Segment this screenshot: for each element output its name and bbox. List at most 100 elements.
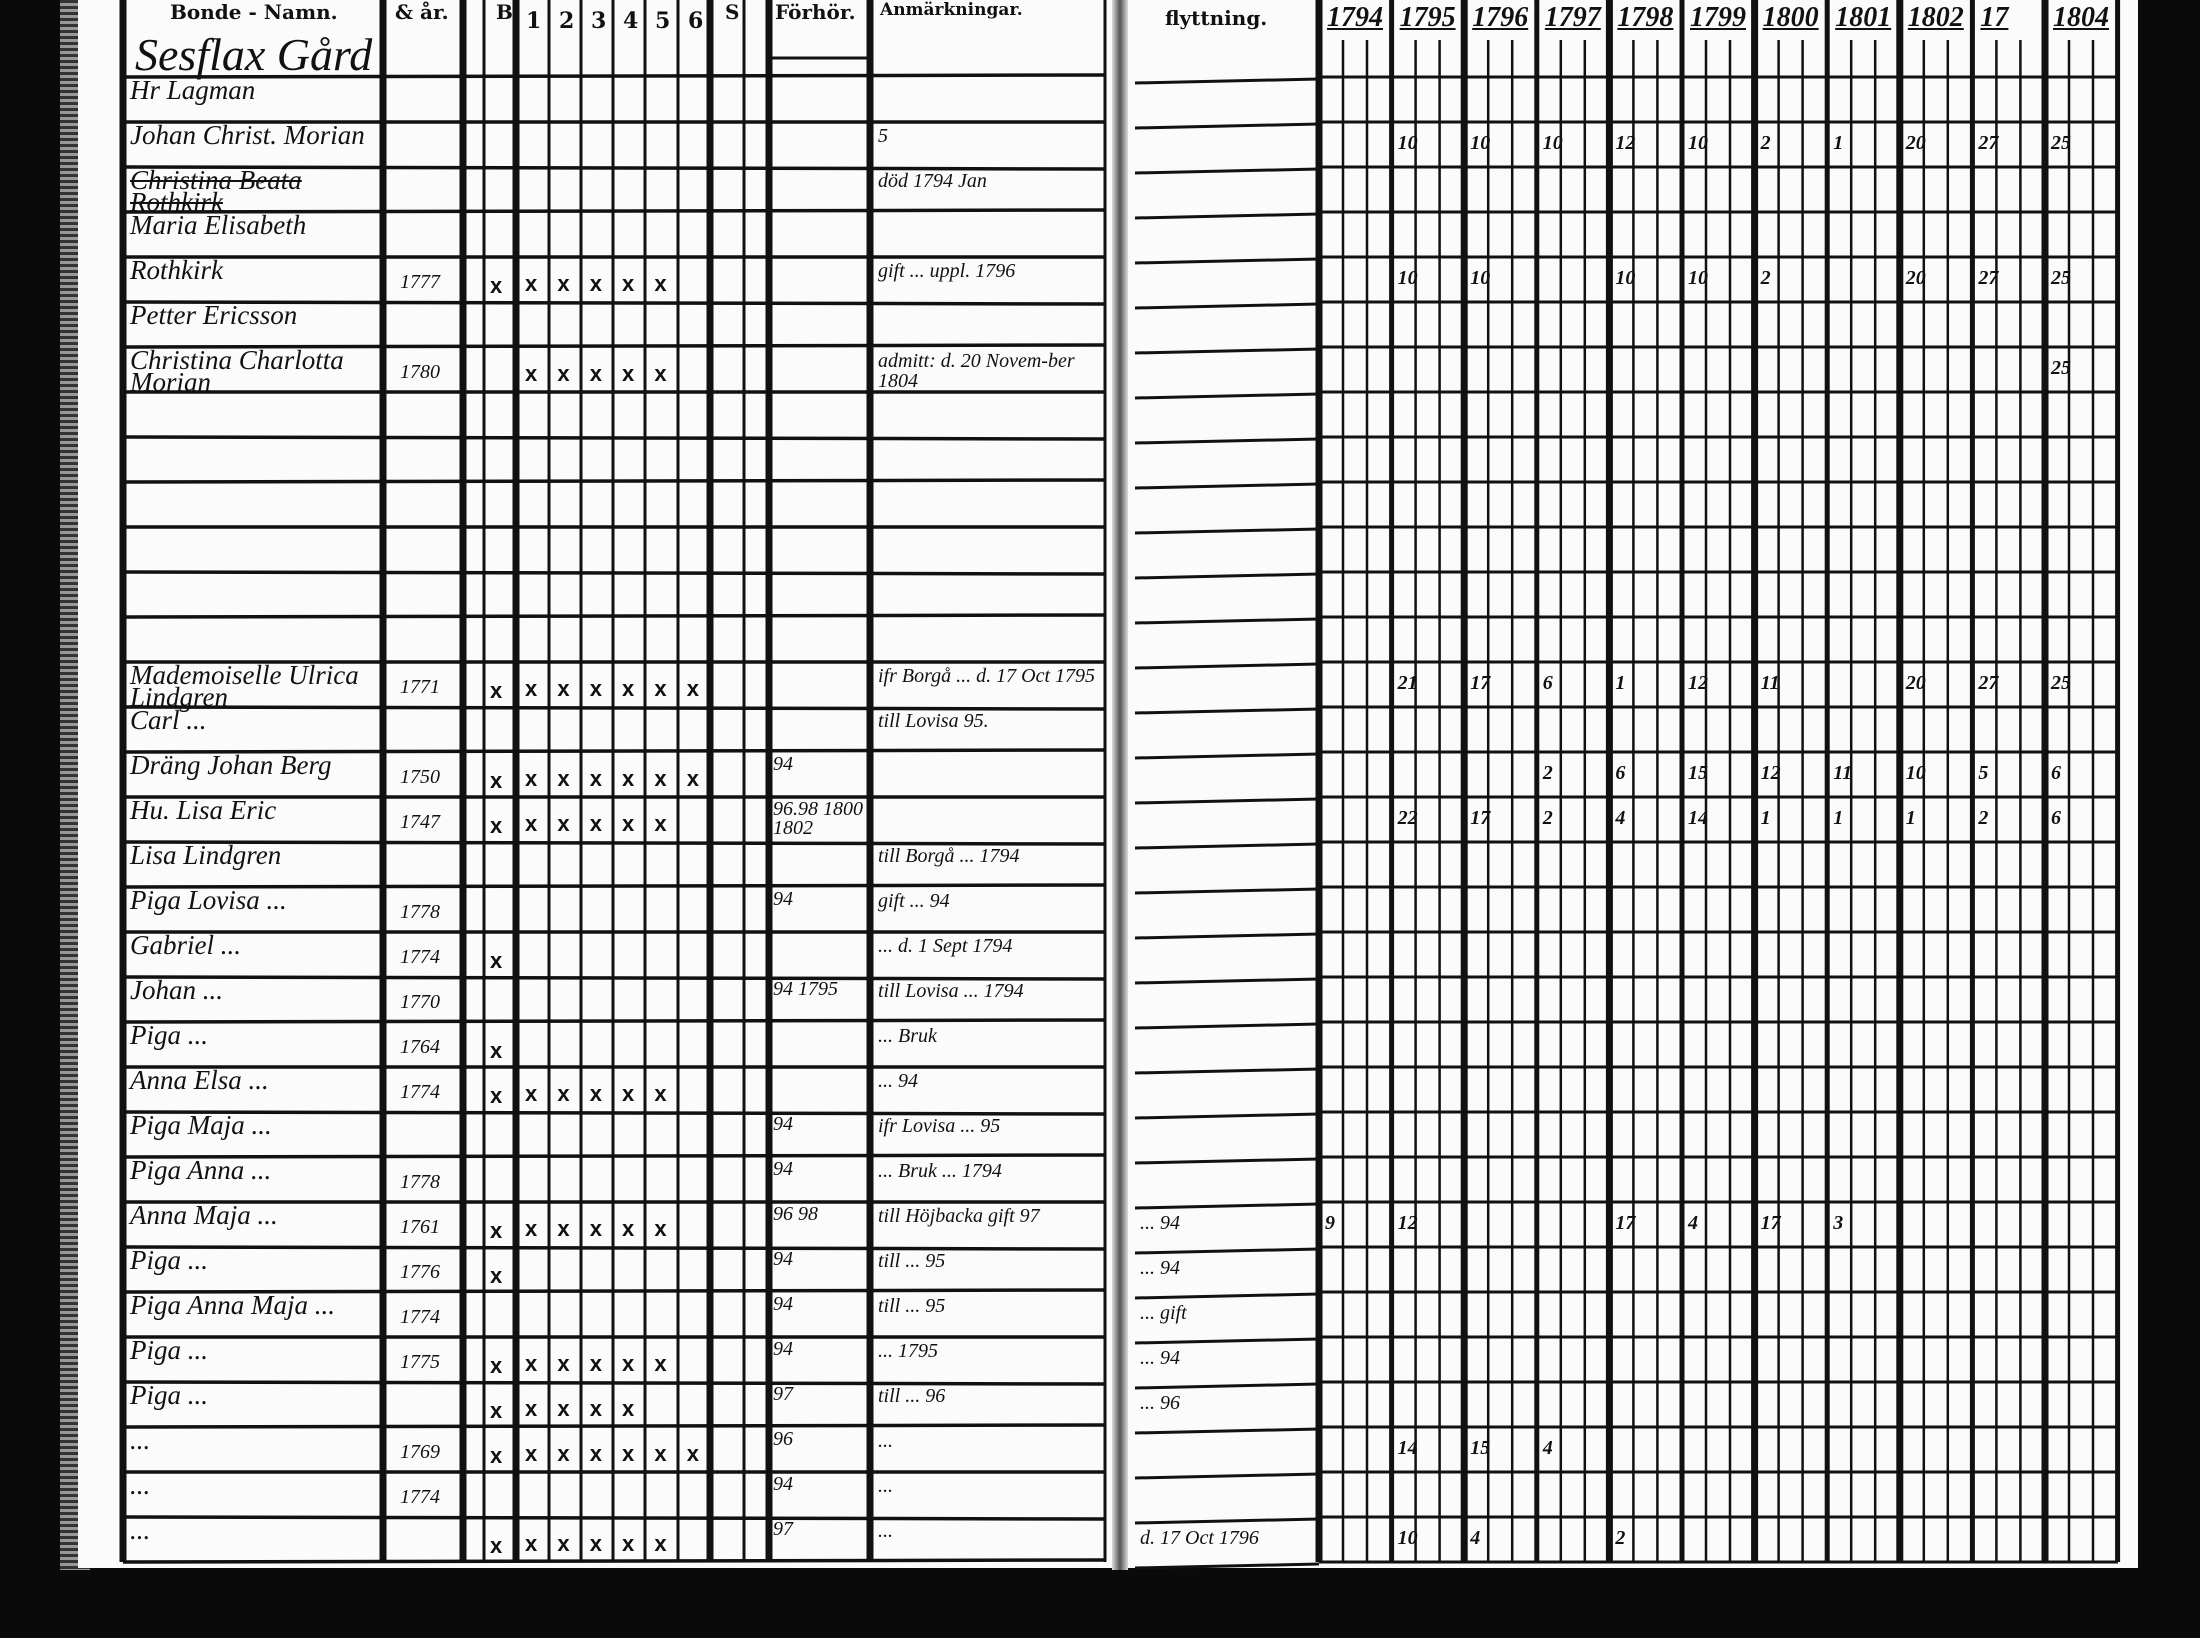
person-name: Piga Lovisa ... [130, 885, 287, 915]
year-mark: 20 [1905, 672, 1926, 694]
person-name: Gabriel ... [130, 930, 241, 960]
examination-years: 94 [773, 753, 793, 775]
b-mark: x [490, 1398, 503, 1423]
year-mark: 6 [2051, 762, 2061, 784]
year-mark: 17 [1760, 1212, 1781, 1234]
year-mark: 4 [1688, 1212, 1698, 1234]
year-mark: 11 [1760, 672, 1780, 694]
person-name: Piga Anna Maja ... [130, 1290, 335, 1320]
farm-title: Sesflax Gård [135, 29, 373, 80]
year-mark: 17 [1615, 1212, 1636, 1234]
knowledge-marks: x x x x x x [525, 1441, 706, 1466]
knowledge-marks: x x x x x [525, 361, 674, 386]
year-mark: 12 [1615, 132, 1636, 154]
person-name: Maria Elisabeth [130, 210, 307, 240]
b-mark: x [490, 948, 503, 973]
header-forhor: Förhör. [775, 0, 856, 24]
row-rule [1134, 1067, 1320, 1075]
year-header: 1799 [1690, 2, 1746, 33]
remark: till ... 96 [878, 1385, 946, 1407]
person-name: ... [130, 1470, 151, 1500]
examination-years: 94 1795 [773, 978, 838, 1000]
knowledge-marks: x x x x x x [525, 766, 706, 791]
person-name: Piga ... [130, 1380, 208, 1410]
year-mark: 2 [1760, 267, 1771, 289]
row-rule [122, 748, 1106, 754]
year-mark: 25 [2051, 267, 2071, 289]
header-subcol-1: 1 [526, 8, 542, 34]
row-rule [122, 975, 1106, 981]
row-rule [1134, 527, 1320, 535]
birth-year: 1750 [400, 766, 440, 788]
year-mark: 2 [1978, 807, 1989, 829]
person-name: Christina Charlotta Morian [130, 345, 344, 397]
examination-years: 94 [773, 1473, 793, 1495]
year-mark: 10 [1688, 267, 1708, 289]
person-name: Anna Elsa ... [130, 1065, 269, 1095]
year-mark: 4 [1470, 1527, 1481, 1549]
row-rule [1134, 1202, 1320, 1210]
knowledge-marks: x x x x x [525, 1531, 674, 1556]
header-moving: flyttning. [1165, 6, 1268, 30]
row-rule [122, 1018, 1106, 1024]
moving-note: ... 94 [1140, 1257, 1180, 1279]
birth-year: 1769 [400, 1441, 440, 1463]
year-header: 1798 [1617, 2, 1674, 33]
row-rule [122, 1110, 1106, 1116]
person-name: Rothkirk [130, 255, 223, 285]
remark: gift ... uppl. 1796 [878, 260, 1016, 282]
year-mark: 10 [1397, 267, 1418, 289]
person-name: Mademoiselle Ulrica Lindgren [130, 660, 359, 712]
year-header: 1796 [1472, 2, 1529, 33]
row-rule [122, 840, 1106, 846]
row-rule [1134, 1022, 1320, 1030]
row-rule [122, 1423, 1106, 1429]
row-rule [1134, 1382, 1320, 1390]
remark: gift ... 94 [878, 890, 950, 912]
year-mark: 5 [1978, 762, 1989, 784]
row-rule [1134, 1472, 1320, 1480]
year-mark: 1 [1615, 672, 1626, 694]
year-header: 1800 [1762, 2, 1819, 33]
b-mark: x [490, 813, 503, 838]
row-rule [122, 570, 1106, 576]
row-rule [1134, 662, 1320, 670]
person-name: Piga Maja ... [130, 1110, 272, 1140]
person-name: Anna Maja ... [130, 1200, 278, 1230]
header-birth: & år. [395, 0, 449, 24]
row-rule [1134, 167, 1320, 175]
person-name: Piga ... [130, 1020, 208, 1050]
person-name: Piga Anna ... [130, 1155, 272, 1185]
row-rule [1134, 977, 1320, 985]
remark: ... d. 1 Sept 1794 [878, 935, 1013, 957]
birth-year: 1774 [400, 1306, 440, 1328]
birth-year: 1777 [400, 271, 440, 293]
b-mark: x [490, 768, 503, 793]
book-gutter [1112, 0, 1128, 1570]
year-mark: 22 [1397, 807, 1418, 829]
b-mark: x [490, 1353, 503, 1378]
examination-years: 94 [773, 888, 793, 910]
remark: ifr Lovisa ... 95 [878, 1115, 1001, 1137]
moving-note: ... 94 [1140, 1212, 1180, 1234]
birth-year: 1771 [400, 676, 440, 698]
year-mark: 4 [1615, 807, 1626, 829]
row-rule [1134, 1517, 1320, 1525]
year-header: 1801 [1835, 2, 1892, 33]
birth-year: 1747 [400, 811, 440, 833]
year-header: 1802 [1907, 2, 1964, 33]
row-rule [122, 1245, 1106, 1251]
year-mark: 6 [1542, 672, 1553, 694]
row-rule [1134, 1247, 1320, 1255]
year-mark: 27 [1978, 672, 1999, 694]
moving-note: ... gift [1140, 1302, 1187, 1324]
row-rule [1134, 572, 1320, 580]
remark: till Lovisa 95. [878, 710, 989, 732]
year-mark: 1 [1833, 807, 1844, 829]
row-rule [1134, 797, 1320, 805]
year-mark: 10 [1615, 267, 1636, 289]
moving-note: ... 96 [1140, 1392, 1180, 1414]
row-rule [122, 705, 1106, 711]
year-mark: 25 [2051, 357, 2071, 379]
year-mark: 12 [1397, 1212, 1418, 1234]
